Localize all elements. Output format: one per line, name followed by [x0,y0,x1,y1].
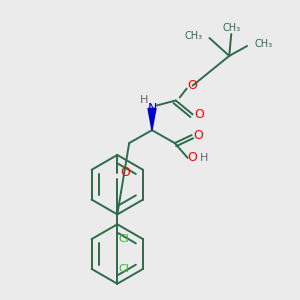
Text: O: O [120,166,130,179]
Text: Cl: Cl [118,264,129,274]
Text: O: O [188,152,197,164]
Text: O: O [188,79,197,92]
Text: O: O [195,108,205,121]
Text: CH₃: CH₃ [222,23,240,33]
Polygon shape [148,108,156,130]
Text: N: N [147,102,157,115]
Text: H: H [140,95,148,106]
Text: Cl: Cl [118,234,129,244]
Text: CH₃: CH₃ [254,39,272,49]
Text: O: O [194,129,203,142]
Text: H: H [200,153,209,163]
Text: CH₃: CH₃ [184,31,202,41]
